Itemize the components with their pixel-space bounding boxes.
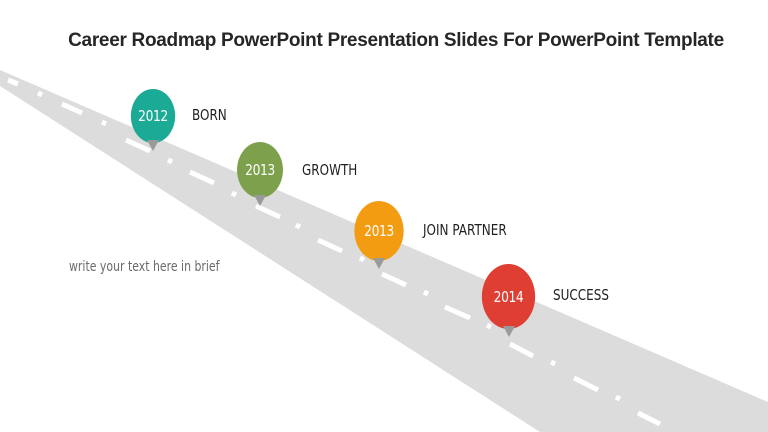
- slide-title: Career Roadmap PowerPoint Presentation S…: [68, 30, 724, 51]
- pin-pointer-icon: [503, 326, 515, 337]
- milestone-circle: 2014: [481, 264, 536, 329]
- brief-text-placeholder: write your text here in brief: [69, 259, 220, 275]
- milestone-circle: 2013: [237, 142, 283, 198]
- milestone-label: BORN: [192, 106, 227, 124]
- milestone-circle: 2013: [354, 201, 404, 261]
- milestone-label: JOIN PARTNER: [423, 221, 507, 239]
- milestone-label: SUCCESS: [553, 286, 609, 304]
- milestone-circle: 2012: [130, 89, 176, 143]
- milestone-label: GROWTH: [302, 161, 358, 179]
- road-dashes: [7, 77, 662, 427]
- pin-pointer-icon: [147, 140, 159, 151]
- pin-pointer-icon: [373, 258, 385, 269]
- pin-pointer-icon: [254, 195, 266, 206]
